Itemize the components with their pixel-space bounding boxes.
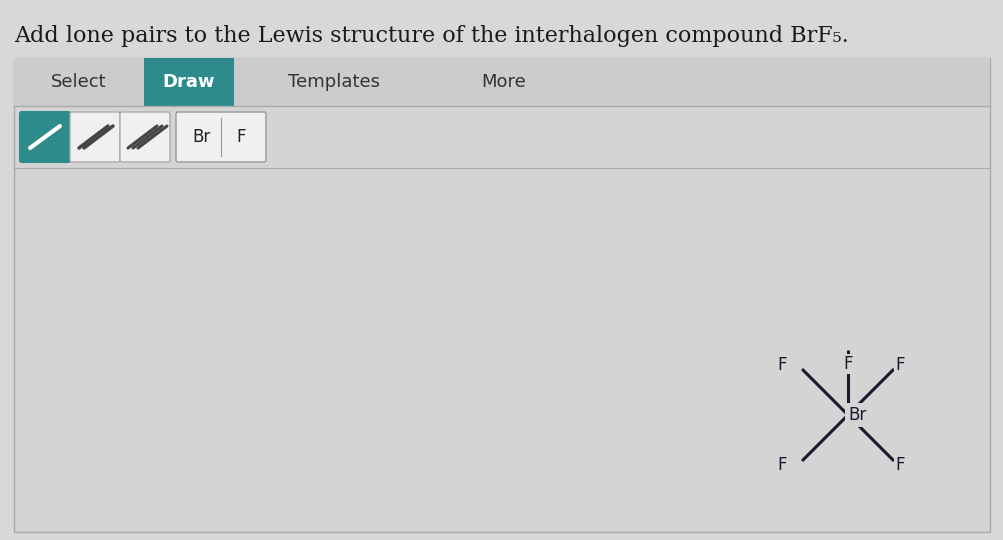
Text: Add lone pairs to the Lewis structure of the interhalogen compound BrF₅.: Add lone pairs to the Lewis structure of…: [14, 25, 848, 47]
Text: More: More: [481, 73, 526, 91]
Text: F: F: [776, 356, 786, 374]
FancyBboxPatch shape: [70, 112, 120, 162]
Bar: [14, 58, 989, 106]
FancyBboxPatch shape: [20, 112, 70, 162]
Text: F: F: [843, 355, 852, 373]
Text: Br: Br: [848, 406, 866, 424]
FancyBboxPatch shape: [120, 112, 170, 162]
Text: Draw: Draw: [162, 73, 215, 91]
Bar: [143, 58, 234, 106]
Text: Br: Br: [192, 128, 211, 146]
Text: Templates: Templates: [288, 73, 379, 91]
Text: F: F: [895, 356, 904, 374]
Text: F: F: [895, 456, 904, 474]
FancyBboxPatch shape: [176, 112, 266, 162]
Text: Select: Select: [51, 73, 106, 91]
Text: F: F: [776, 456, 786, 474]
Text: F: F: [236, 128, 246, 146]
Bar: [14, 58, 989, 532]
